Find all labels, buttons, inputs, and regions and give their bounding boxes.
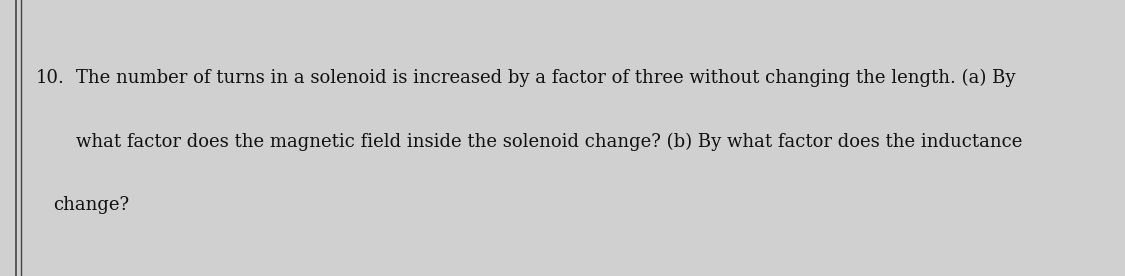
Text: 10.: 10. bbox=[36, 69, 65, 87]
Text: what factor does the magnetic field inside the solenoid change? (b) By what fact: what factor does the magnetic field insi… bbox=[76, 132, 1023, 151]
Text: change?: change? bbox=[53, 196, 129, 214]
Text: The number of turns in a solenoid is increased by a factor of three without chan: The number of turns in a solenoid is inc… bbox=[76, 69, 1016, 87]
